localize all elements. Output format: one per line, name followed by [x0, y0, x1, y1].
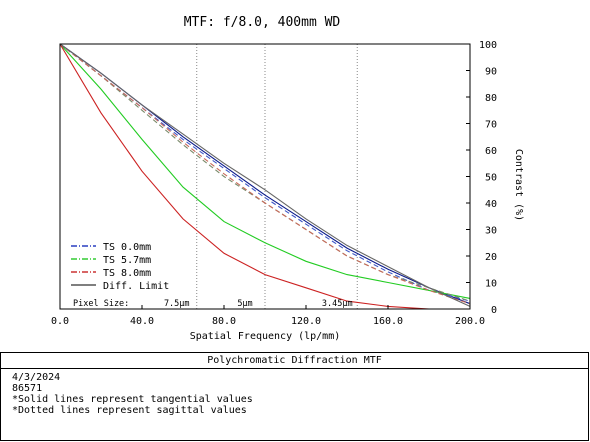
y-tick-label-4: 40	[485, 199, 497, 210]
y-tick-label-0: 0	[491, 305, 497, 316]
info-panel: Polychromatic Diffraction MTF 4/3/2024 8…	[0, 352, 589, 441]
mtf-chart: MTF: f/8.0, 400mm WD 0.0 40.0 80.0 120.0 160…	[51, 15, 524, 342]
y-axis-ticks: 0 10 20 30 40 50 60 70 80 90 100	[466, 40, 497, 316]
y-tick-label-3: 30	[485, 226, 497, 237]
x-tick-label-4: 160.0	[373, 316, 403, 327]
y-axis-label: Contrast (%)	[513, 149, 524, 221]
y-tick-label-7: 70	[485, 120, 497, 131]
series-line-1	[59, 43, 471, 302]
x-tick-label-1: 40.0	[130, 316, 154, 327]
y-tick-label-2: 20	[485, 252, 497, 263]
legend-label-2: TS 8.0mm	[103, 268, 151, 279]
x-tick-label-2: 80.0	[212, 316, 236, 327]
legend-label-0: TS 0.0mm	[103, 242, 151, 253]
pixel-size-labels: Pixel Size: 7.5µm 5µm 3.45µm	[73, 299, 353, 309]
info-note-solid: *Solid lines represent tangential values	[12, 394, 253, 405]
info-note-dotted: *Dotted lines represent sagittal values	[12, 405, 247, 416]
info-id: 86571	[12, 383, 43, 394]
series-line-6	[59, 43, 471, 307]
x-axis-ticks: 0.0 40.0 80.0 120.0 160.0 200.0	[51, 305, 485, 327]
pixel-size-marker-label-1: 5µm	[237, 299, 252, 309]
x-tick-label-3: 120.0	[291, 316, 321, 327]
series-line-2	[59, 43, 471, 299]
pixel-size-marker-label-2: 3.45µm	[322, 299, 353, 309]
legend-label-1: TS 5.7mm	[103, 255, 151, 266]
x-tick-label-0: 0.0	[51, 316, 69, 327]
series-line-4	[59, 43, 470, 310]
y-tick-label-9: 90	[485, 67, 497, 78]
info-header: Polychromatic Diffraction MTF	[1, 353, 588, 369]
pixel-size-marker-label-0: 7.5µm	[164, 299, 190, 309]
pixel-size-gridlines	[196, 44, 358, 309]
legend: TS 0.0mm TS 5.7mm TS 8.0mm Diff. Limit	[71, 242, 169, 292]
info-date: 4/3/2024	[12, 372, 61, 383]
y-tick-label-6: 60	[485, 146, 497, 157]
x-tick-label-5: 200.0	[455, 316, 485, 327]
legend-label-3: Diff. Limit	[103, 281, 169, 292]
pixel-size-label: Pixel Size:	[73, 299, 129, 309]
info-body: 4/3/2024 86571 *Solid lines represent ta…	[1, 369, 588, 416]
y-tick-label-10: 100	[479, 40, 497, 51]
y-tick-label-8: 80	[485, 93, 497, 104]
series-line-5	[59, 43, 471, 305]
y-tick-label-1: 10	[485, 279, 497, 290]
chart-title: MTF: f/8.0, 400mm WD	[184, 15, 341, 30]
series-lines	[59, 43, 471, 310]
x-axis-label: Spatial Frequency (lp/mm)	[190, 331, 341, 342]
y-tick-label-5: 50	[485, 173, 497, 184]
